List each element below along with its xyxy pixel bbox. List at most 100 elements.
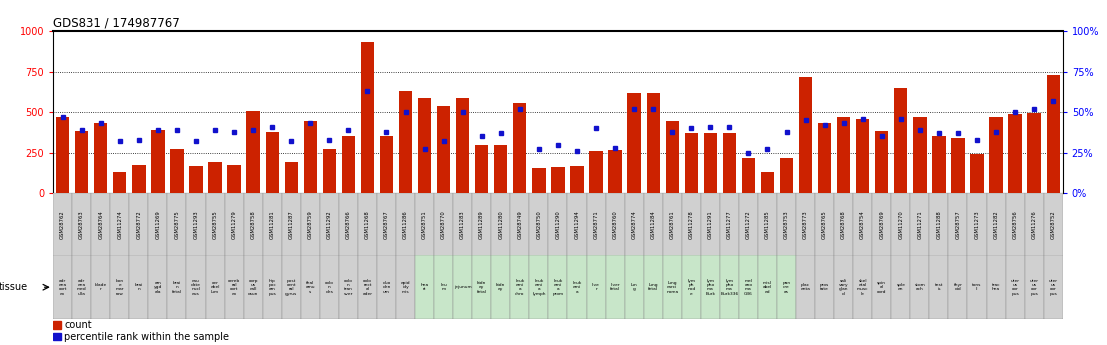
Text: GSM11274: GSM11274 <box>117 211 122 239</box>
Text: adr
ena
med
ulla: adr ena med ulla <box>76 279 86 296</box>
Text: count: count <box>64 321 92 331</box>
Bar <box>167 255 186 319</box>
Text: GSM28755: GSM28755 <box>213 211 218 239</box>
Text: GSM11282: GSM11282 <box>994 211 999 239</box>
Text: duo
den
um: duo den um <box>382 281 391 294</box>
Bar <box>930 193 949 257</box>
Bar <box>301 255 320 319</box>
Text: lym
pho
ma
Burk336: lym pho ma Burk336 <box>721 279 738 296</box>
Bar <box>606 255 624 319</box>
Text: jejunum: jejunum <box>454 285 472 289</box>
Text: pros
tate: pros tate <box>820 283 829 292</box>
Text: GDS831 / 174987767: GDS831 / 174987767 <box>53 17 179 30</box>
Bar <box>1044 255 1063 319</box>
Text: uter
us
cor
pus: uter us cor pus <box>1048 279 1057 296</box>
Bar <box>796 193 815 257</box>
Bar <box>529 193 548 257</box>
Bar <box>339 193 358 257</box>
Text: GSM11281: GSM11281 <box>270 211 275 239</box>
Bar <box>891 255 910 319</box>
Bar <box>1044 193 1063 257</box>
Bar <box>1005 255 1025 319</box>
Bar <box>1046 75 1059 193</box>
Bar <box>148 255 167 319</box>
Text: GSM11278: GSM11278 <box>689 211 694 239</box>
Bar <box>779 158 794 193</box>
Text: GSM28770: GSM28770 <box>441 211 446 239</box>
Text: live
r: live r <box>592 283 600 292</box>
Bar <box>529 255 548 319</box>
Text: thal
amu
s: thal amu s <box>306 281 315 294</box>
Text: GSM11294: GSM11294 <box>575 211 579 239</box>
Text: kidn
ey
fetal: kidn ey fetal <box>477 281 487 294</box>
Bar <box>684 133 697 193</box>
Bar <box>284 162 298 193</box>
Bar <box>189 166 203 193</box>
Text: mel
ano
ma
G36: mel ano ma G36 <box>744 279 753 296</box>
Text: lym
pho
ma
Burk: lym pho ma Burk <box>705 279 715 296</box>
Text: GSM28772: GSM28772 <box>136 211 142 239</box>
Bar <box>320 193 339 257</box>
Bar <box>473 255 492 319</box>
Text: GSM28766: GSM28766 <box>345 211 351 239</box>
Text: GSM28768: GSM28768 <box>841 211 846 239</box>
Text: lung
carci
noma: lung carci noma <box>666 281 679 294</box>
Bar <box>568 193 587 257</box>
Text: colo
n
tran
sver: colo n tran sver <box>343 279 353 296</box>
Text: liver
fetal: liver fetal <box>610 283 620 292</box>
Text: GSM11290: GSM11290 <box>556 211 560 239</box>
Bar <box>361 42 374 193</box>
Text: trac
hea: trac hea <box>992 283 1001 292</box>
Bar <box>872 255 891 319</box>
Bar <box>377 193 396 257</box>
Text: brai
n
fetal: brai n fetal <box>172 281 182 294</box>
Text: cereb
ral
cort
ex: cereb ral cort ex <box>228 279 240 296</box>
Text: spin
al
cord: spin al cord <box>877 281 887 294</box>
Bar <box>704 133 717 193</box>
Bar <box>835 193 853 257</box>
Text: kidn
ey: kidn ey <box>496 283 506 292</box>
Text: post
cent
ral
gyrus: post cent ral gyrus <box>286 279 298 296</box>
Bar <box>853 193 872 257</box>
Bar <box>434 255 453 319</box>
Bar <box>53 322 61 329</box>
Text: GSM11283: GSM11283 <box>461 211 465 239</box>
Text: hip
poc
am
pus: hip poc am pus <box>268 279 276 296</box>
Bar <box>835 255 853 319</box>
Bar <box>244 255 262 319</box>
Bar <box>91 255 111 319</box>
Text: am
ygd
ala: am ygd ala <box>154 281 162 294</box>
Text: uter
us
cor
pus: uter us cor pus <box>1030 279 1038 296</box>
Text: pan
cre
as: pan cre as <box>783 281 790 294</box>
Bar <box>723 133 736 193</box>
Bar <box>301 193 320 257</box>
Bar <box>777 255 796 319</box>
Bar <box>415 255 434 319</box>
Text: lung
fetal: lung fetal <box>649 283 659 292</box>
Bar <box>206 255 225 319</box>
Bar <box>872 193 891 257</box>
Text: leuk
emi
a
chro: leuk emi a chro <box>515 279 525 296</box>
Bar <box>682 255 701 319</box>
Bar <box>738 255 758 319</box>
Bar <box>910 255 930 319</box>
Text: GSM11291: GSM11291 <box>707 211 713 239</box>
Text: GSM28758: GSM28758 <box>250 211 256 239</box>
Text: GSM11276: GSM11276 <box>1032 211 1036 239</box>
Bar <box>856 119 869 193</box>
Bar <box>225 255 244 319</box>
Text: adr
ena
cort
ex: adr ena cort ex <box>59 279 66 296</box>
Text: leuk
emi
a
lymph: leuk emi a lymph <box>532 279 546 296</box>
Bar <box>206 193 225 257</box>
Text: GSM28753: GSM28753 <box>784 211 789 239</box>
Bar <box>358 193 377 257</box>
Bar <box>663 255 682 319</box>
Bar <box>624 193 643 257</box>
Bar <box>589 151 602 193</box>
Text: lym
ph
nod
e: lym ph nod e <box>687 279 695 296</box>
Bar <box>587 193 606 257</box>
Bar <box>396 255 415 319</box>
Bar <box>94 124 107 193</box>
Text: GSM11273: GSM11273 <box>974 211 980 239</box>
Bar <box>876 131 889 193</box>
